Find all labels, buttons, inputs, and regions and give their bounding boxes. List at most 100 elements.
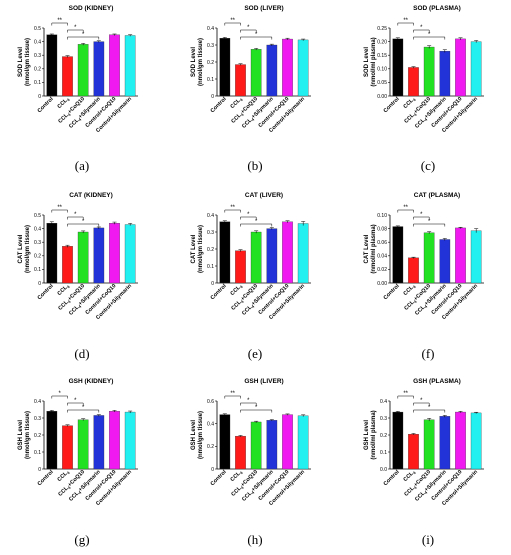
bar-control-coq10 <box>282 221 293 284</box>
x-tick-label-subscript: 4 <box>66 470 72 476</box>
x-tick-label-subscript: 4 <box>413 299 419 305</box>
bar-ccl4-silymarin <box>93 227 105 284</box>
bar-control-coq10 <box>455 227 466 284</box>
y-axis-label-unit: (nmol/gm tissue) <box>198 411 204 459</box>
bar-control-coq10 <box>282 38 293 97</box>
panel-label-e: (e) <box>247 346 263 361</box>
y-tick-label: 0 <box>211 94 214 100</box>
x-tick-label-subscript: 4 <box>66 97 72 103</box>
x-tick-label-subscript: 4 <box>412 97 418 103</box>
bar-ccl4-silymarin <box>93 41 105 97</box>
significance-label: * <box>255 219 258 225</box>
y-tick-label: 0.2 <box>34 254 41 260</box>
chart-title: SOD (LIVER) <box>244 5 283 12</box>
bar-ccl4-silymarin <box>439 50 451 97</box>
panel-label-f: (f) <box>421 346 435 361</box>
bar-ccl4 <box>408 67 419 97</box>
y-tick-label: 0 <box>38 467 41 473</box>
y-tick-label: 0.4 <box>380 399 387 405</box>
chart-title: GSH (LIVER) <box>244 378 283 385</box>
bar-ccl4 <box>235 435 246 470</box>
significance-label: * <box>428 405 431 411</box>
bar-control <box>219 414 231 470</box>
y-axis-label-unit: (nmol/gm tissue) <box>25 411 31 459</box>
y-tick-label: 0 <box>211 467 214 473</box>
bar-control <box>392 411 404 470</box>
panel-label-h: (h) <box>247 532 263 547</box>
y-tick-label: 0.4 <box>207 26 214 32</box>
x-tick-label-subscript: 4 <box>250 116 256 122</box>
chart-title: GSH (PLASMA) <box>413 378 461 385</box>
bar-control-coq10 <box>109 223 120 284</box>
y-axis-label-unit: (nmol/gm tissue) <box>25 38 31 86</box>
y-tick-label: 0 <box>38 281 41 287</box>
y-tick-label: 0.15 <box>377 53 387 59</box>
bar-ccl4-silymarin <box>266 44 278 97</box>
y-tick-label: 0.1 <box>380 450 387 456</box>
bar-ccl4-coq10 <box>423 232 435 284</box>
y-tick-label: 0.3 <box>34 53 41 59</box>
x-tick-label-subscript: 4 <box>423 303 429 309</box>
y-tick-label: 0.1 <box>34 80 41 86</box>
y-tick-label: 0.1 <box>34 267 41 273</box>
chart-5: CAT (LIVER) CAT Level(nmol/gm tissue) 0 0.1… <box>191 192 311 321</box>
chart-7: GSH (KIDNEY) GSH Level(nmol/gm tissue) 0 0.… <box>18 378 138 507</box>
y-axis-label-line: SOD Level <box>191 47 197 77</box>
significance-label: * <box>247 212 250 218</box>
x-tick-label-subscript: 4 <box>240 485 246 491</box>
chart-1: SOD (KIDNEY) SOD Level(nmol/gm tissue) 0 0.… <box>18 5 138 134</box>
bar-ccl4-silymarin <box>439 239 451 284</box>
y-tick-label: 0.00 <box>377 94 387 100</box>
panel-label-g: (g) <box>74 532 90 547</box>
y-tick-label: 0.3 <box>34 240 41 246</box>
y-axis-label-unit: (nmol/ml plasma) <box>371 37 377 86</box>
y-axis-label-line: CAT Level <box>18 234 24 263</box>
y-tick-label: 0.4 <box>207 421 214 427</box>
chart-title: SOD (KIDNEY) <box>69 5 114 12</box>
y-tick-label: 0 <box>38 94 41 100</box>
y-axis-label: SOD Level(nmol/ml plasma) <box>364 37 377 86</box>
bar-ccl4-silymarin <box>266 420 278 470</box>
chart-6: CAT (PLASMA)CAT Level(nmol/ml plasma)0.0… <box>364 192 484 321</box>
y-axis-label-line: GSH Level <box>18 420 24 450</box>
bar-control-silymarin <box>297 223 309 284</box>
bar-ccl4-coq10 <box>423 419 435 470</box>
y-tick-label: 0.02 <box>377 267 387 273</box>
x-tick-label-subscript: 4 <box>77 489 83 495</box>
y-tick-label: 0.1 <box>207 77 214 83</box>
y-tick-label: 0.3 <box>207 43 214 49</box>
bar-control <box>219 221 231 284</box>
y-tick-label: 0.1 <box>34 450 41 456</box>
bar-control <box>392 38 404 97</box>
bar-control <box>219 38 231 97</box>
chart-3: SOD (PLASMA)SOD Level(nmol/ml plasma)0.0… <box>364 5 484 134</box>
y-tick-label: 0.2 <box>207 247 214 253</box>
y-tick-label: 0.1 <box>207 264 214 270</box>
y-axis-label-line: GSH Level <box>191 420 197 450</box>
panel-label-d: (d) <box>74 346 90 361</box>
bar-control-coq10 <box>455 38 466 97</box>
y-tick-label: 0.5 <box>34 26 41 32</box>
y-tick-label: 0.3 <box>34 416 41 422</box>
chart-9: GSH (PLASMA) GSH Level(nmol/ml plasma) 0.0… <box>364 378 484 507</box>
chart-title: CAT (KIDNEY) <box>69 192 113 199</box>
x-tick-label-subscript: 4 <box>412 284 418 290</box>
bar-control-coq10 <box>282 414 293 470</box>
x-tick-label-subscript: 4 <box>67 299 73 305</box>
x-tick-label-subscript: 4 <box>239 284 245 290</box>
y-tick-label: 0.2 <box>380 433 387 439</box>
bar-control <box>392 226 404 284</box>
bar-ccl4 <box>62 246 73 284</box>
y-tick-label: 0.05 <box>377 80 387 86</box>
bar-ccl4-coq10 <box>250 49 262 97</box>
bar-ccl4 <box>62 56 73 97</box>
significance-label: * <box>82 405 85 411</box>
bar-control-silymarin <box>124 35 136 97</box>
x-tick-label-subscript: 4 <box>67 112 73 118</box>
panel-label-b: (b) <box>247 158 263 173</box>
significance-label: * <box>428 219 431 225</box>
y-axis-label-line: GSH Level <box>364 420 370 450</box>
bar-control-silymarin <box>470 41 482 97</box>
y-tick-label: 0.2 <box>34 433 41 439</box>
significance-label: * <box>58 391 61 397</box>
